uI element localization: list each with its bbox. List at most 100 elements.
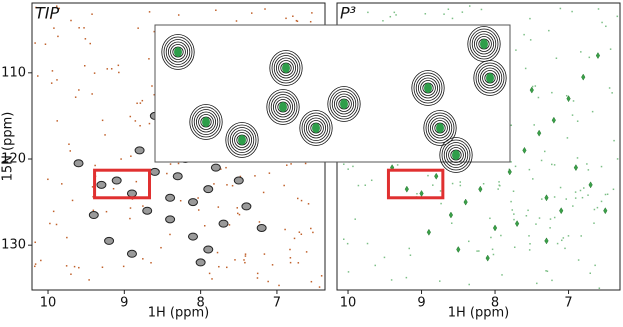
noise xyxy=(55,223,58,226)
noise xyxy=(263,253,266,255)
noise xyxy=(134,120,137,122)
noise xyxy=(572,100,575,102)
noise xyxy=(529,17,531,20)
noise xyxy=(559,186,562,189)
noise xyxy=(523,33,525,36)
noise xyxy=(37,75,39,77)
noise xyxy=(468,283,470,286)
noise xyxy=(512,190,515,193)
noise xyxy=(211,278,213,280)
noise xyxy=(267,280,269,283)
contour-core xyxy=(480,39,488,49)
noise xyxy=(83,27,85,29)
noise xyxy=(256,277,259,279)
noise xyxy=(234,259,236,261)
noise xyxy=(139,124,141,127)
noise xyxy=(226,266,228,269)
noise xyxy=(396,164,399,166)
noise xyxy=(34,42,36,44)
noise xyxy=(208,272,211,275)
noise xyxy=(596,206,599,209)
noise xyxy=(478,250,480,252)
noise xyxy=(459,184,462,187)
contour xyxy=(231,129,252,151)
contour xyxy=(266,89,300,125)
noise xyxy=(238,213,241,216)
noise xyxy=(73,265,76,268)
noise xyxy=(244,261,246,264)
peak xyxy=(573,164,578,172)
noise xyxy=(243,259,245,261)
noise xyxy=(49,17,52,20)
noise xyxy=(343,163,345,165)
contour xyxy=(411,70,445,106)
noise xyxy=(34,265,36,268)
noise xyxy=(139,102,142,104)
noise xyxy=(482,182,485,185)
noise xyxy=(51,70,54,72)
noise xyxy=(548,29,550,32)
noise xyxy=(540,159,543,162)
noise xyxy=(34,241,36,244)
noise xyxy=(244,253,247,255)
noise xyxy=(166,172,168,175)
noise xyxy=(262,191,265,194)
noise xyxy=(370,179,373,182)
noise xyxy=(101,119,104,122)
noise xyxy=(236,207,239,209)
peak xyxy=(566,95,571,103)
noise xyxy=(405,276,408,279)
contour xyxy=(305,117,326,139)
noise xyxy=(451,17,454,20)
noise xyxy=(427,174,429,177)
noise xyxy=(366,242,369,245)
noise xyxy=(148,122,151,125)
noise xyxy=(78,89,80,91)
peak xyxy=(149,167,160,176)
noise xyxy=(571,114,574,116)
panel-title: P³ xyxy=(340,4,356,23)
peak xyxy=(88,211,99,220)
noise xyxy=(609,48,612,50)
noise xyxy=(118,71,120,74)
noise xyxy=(501,274,503,276)
noise xyxy=(489,217,491,220)
noise xyxy=(225,166,227,169)
noise xyxy=(390,279,393,281)
noise xyxy=(304,162,307,165)
noise xyxy=(497,188,499,190)
noise xyxy=(305,251,308,253)
noise xyxy=(565,94,568,97)
noise xyxy=(576,120,579,122)
noise xyxy=(616,158,619,160)
noise xyxy=(357,184,360,187)
peak xyxy=(126,189,137,198)
contour xyxy=(234,132,250,148)
noise xyxy=(556,242,559,245)
noise xyxy=(551,279,553,282)
noise xyxy=(510,161,512,163)
noise xyxy=(289,261,292,264)
noise xyxy=(148,11,151,13)
peak xyxy=(448,211,454,219)
peak xyxy=(514,220,520,228)
noise xyxy=(424,13,427,15)
contour xyxy=(329,88,359,120)
noise xyxy=(312,231,314,234)
highlight-box xyxy=(93,168,152,200)
noise xyxy=(408,247,411,250)
noise xyxy=(151,85,153,87)
noise xyxy=(177,162,180,165)
noise xyxy=(226,184,228,186)
y-axis-label: 15N (ppm) xyxy=(1,112,16,182)
noise xyxy=(500,234,502,237)
noise xyxy=(562,237,565,239)
noise xyxy=(601,21,603,24)
noise xyxy=(352,165,354,168)
noise xyxy=(44,43,47,45)
peak xyxy=(241,202,252,211)
noise xyxy=(78,27,80,29)
noise xyxy=(141,99,144,102)
contour xyxy=(275,57,296,79)
noise xyxy=(451,182,454,185)
